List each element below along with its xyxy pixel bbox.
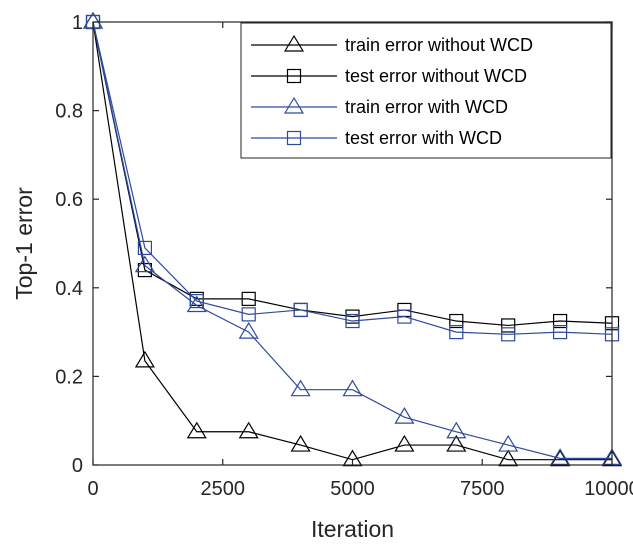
legend-label: test error with WCD bbox=[345, 128, 502, 148]
data-point-square bbox=[293, 302, 308, 318]
legend-item: train error with WCD bbox=[251, 96, 508, 117]
y-tick-label: 0 bbox=[72, 455, 83, 477]
data-point-triangle bbox=[342, 449, 363, 467]
data-point-square bbox=[345, 313, 360, 329]
data-point-triangle bbox=[186, 295, 207, 313]
data-point-triangle bbox=[446, 421, 467, 439]
data-point-square bbox=[552, 313, 568, 329]
legend-label: test error without WCD bbox=[345, 66, 527, 86]
data-point-square bbox=[552, 325, 568, 340]
data-point-triangle bbox=[498, 449, 519, 467]
data-point-square bbox=[501, 327, 516, 342]
series-line bbox=[92, 21, 612, 461]
data-point-square bbox=[449, 325, 464, 340]
series-layer bbox=[82, 11, 623, 467]
plot-area-frame bbox=[92, 21, 613, 466]
data-point-triangle bbox=[550, 448, 571, 465]
x-tick-label: 0 bbox=[87, 478, 98, 500]
data-point-square bbox=[189, 293, 204, 309]
data-point-triangle bbox=[498, 434, 519, 452]
data-point-triangle bbox=[394, 406, 415, 424]
data-point-square bbox=[501, 318, 516, 333]
data-point-square bbox=[241, 291, 256, 306]
legend: train error without WCD test error withou… bbox=[240, 22, 612, 159]
x-tick-label: 7500 bbox=[460, 478, 505, 500]
legend-marker bbox=[283, 96, 305, 114]
data-point-square bbox=[241, 307, 256, 322]
y-tick-label: 0.2 bbox=[55, 366, 83, 388]
series-line bbox=[92, 21, 612, 459]
data-point-triangle bbox=[134, 350, 155, 368]
x-axis-title: Iteration bbox=[311, 516, 394, 542]
data-point-triangle bbox=[186, 421, 207, 439]
data-point-triangle bbox=[134, 255, 155, 273]
y-tick-label: 1 bbox=[72, 12, 83, 34]
y-tick-label: 0.4 bbox=[55, 278, 83, 300]
legend-marker bbox=[286, 130, 302, 146]
data-point-triangle bbox=[342, 379, 363, 397]
legend-label: train error without WCD bbox=[345, 35, 533, 55]
data-point-triangle bbox=[290, 379, 311, 397]
y-tick-label: 0.6 bbox=[55, 189, 83, 211]
legend-item: train error without WCD bbox=[251, 34, 533, 55]
data-point-triangle bbox=[446, 434, 467, 452]
data-point-triangle bbox=[394, 434, 415, 452]
legend-marker bbox=[283, 34, 305, 52]
legend-marker bbox=[286, 68, 302, 84]
legend-item: test error with WCD bbox=[251, 128, 502, 148]
y-tick-label: 0.8 bbox=[55, 101, 83, 123]
legend-item: test error without WCD bbox=[251, 66, 527, 86]
series-line bbox=[92, 21, 613, 335]
data-point-triangle bbox=[238, 421, 259, 439]
legend-label: train error with WCD bbox=[345, 97, 508, 117]
data-point-square bbox=[137, 240, 152, 256]
series-3 bbox=[82, 11, 623, 465]
data-point-square bbox=[449, 313, 464, 329]
data-point-triangle bbox=[290, 434, 311, 452]
y-axis-title: Top-1 error bbox=[11, 187, 37, 300]
data-point-square bbox=[397, 309, 412, 324]
x-tick-label: 2500 bbox=[201, 478, 246, 500]
series-4 bbox=[85, 14, 620, 342]
data-point-triangle bbox=[238, 321, 259, 339]
x-tick-label: 5000 bbox=[330, 478, 375, 500]
series-line bbox=[92, 21, 613, 327]
